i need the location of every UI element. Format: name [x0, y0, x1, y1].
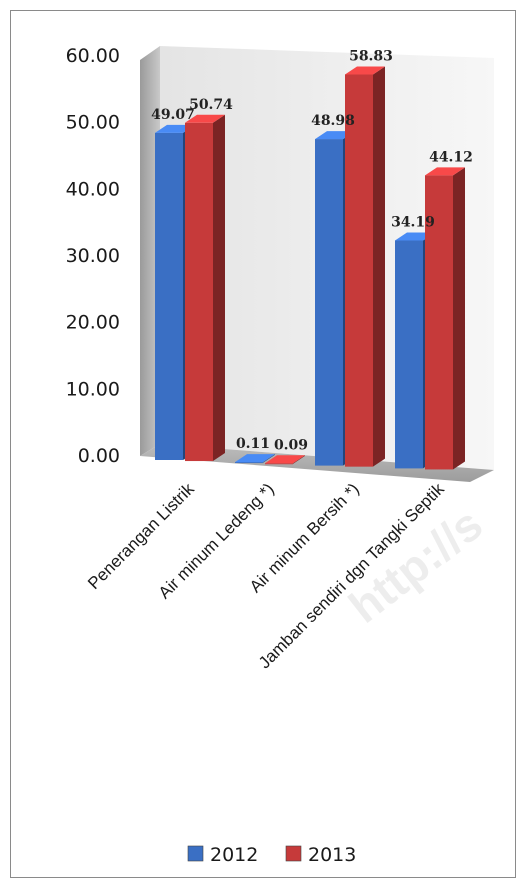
bar-front	[185, 122, 213, 462]
bar-top	[235, 454, 275, 463]
value-label: 58.83	[349, 48, 393, 64]
value-label: 44.12	[429, 149, 473, 165]
legend-swatch-2013	[285, 845, 302, 862]
bar-side	[373, 66, 385, 467]
legend-swatch-2012	[187, 845, 204, 862]
bar-front	[235, 462, 263, 464]
bar-series	[155, 66, 465, 470]
y-tick-label: 30.00	[66, 245, 120, 267]
value-label: 50.74	[189, 97, 233, 113]
bar-top	[185, 114, 225, 123]
bar-side	[293, 455, 305, 464]
value-label: 34.19	[391, 214, 435, 230]
bar-2013-3	[425, 167, 465, 470]
y-tick-label: 60.00	[66, 45, 120, 67]
bar-top	[425, 167, 465, 176]
value-label: 49.07	[151, 107, 195, 123]
bar-2012-1	[235, 454, 275, 464]
bar-front	[425, 175, 453, 470]
y-tick-label: 40.00	[66, 178, 120, 200]
bar-top	[345, 66, 385, 75]
bar-2013-0	[185, 114, 225, 462]
value-label: 0.09	[274, 437, 308, 453]
bar-top	[265, 455, 305, 464]
y-tick-label: 10.00	[66, 378, 120, 400]
bar-side	[453, 167, 465, 470]
bar-front	[345, 74, 373, 467]
bar-front	[315, 139, 343, 466]
y-axis-ticks: 0.00 10.00 20.00 30.00 40.00 50.00 60.00	[66, 45, 120, 467]
bar-2013-1	[265, 455, 305, 465]
value-label: 48.98	[311, 113, 355, 129]
bar-side	[263, 454, 275, 463]
legend-label-2012: 2012	[210, 844, 258, 866]
y-tick-label: 50.00	[66, 112, 120, 134]
bar-front	[265, 463, 293, 465]
legend-label-2013: 2013	[308, 844, 356, 866]
legend: 2012 2013	[187, 844, 356, 866]
bar-front	[395, 240, 423, 469]
y-tick-label: 20.00	[66, 312, 120, 334]
bar-front	[155, 132, 183, 460]
bar-side	[213, 114, 225, 462]
bar-2013-2	[345, 66, 385, 467]
y-tick-label: 0.00	[78, 445, 120, 467]
value-label: 0.11	[236, 436, 270, 452]
